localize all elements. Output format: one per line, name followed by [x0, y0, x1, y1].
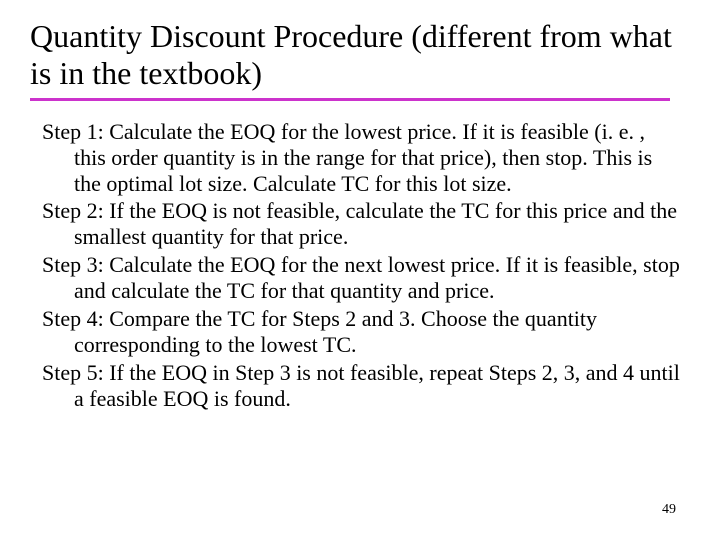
title-underline: [30, 98, 670, 101]
slide: Quantity Discount Procedure (different f…: [0, 0, 720, 540]
step-5: Step 5: If the EOQ in Step 3 is not feas…: [42, 360, 680, 412]
slide-body: Step 1: Calculate the EOQ for the lowest…: [30, 119, 690, 412]
page-number: 49: [662, 502, 676, 518]
step-1: Step 1: Calculate the EOQ for the lowest…: [42, 119, 680, 197]
step-3: Step 3: Calculate the EOQ for the next l…: [42, 252, 680, 304]
slide-title: Quantity Discount Procedure (different f…: [30, 18, 690, 92]
step-4: Step 4: Compare the TC for Steps 2 and 3…: [42, 306, 680, 358]
step-2: Step 2: If the EOQ is not feasible, calc…: [42, 198, 680, 250]
